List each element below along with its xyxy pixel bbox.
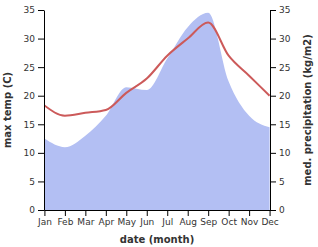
tick-label: 25 (24, 63, 35, 73)
tick: Aug (179, 210, 197, 227)
tick-label: Aug (179, 217, 197, 227)
tick: 35 (24, 5, 44, 15)
y2-axis: 0 5 10 15 20 25 30 35 (270, 5, 291, 215)
tick: 10 (270, 148, 291, 158)
tick: 15 (24, 120, 44, 130)
tick-mark (38, 67, 44, 68)
tick-mark (270, 181, 276, 182)
tick-mark (270, 67, 276, 68)
tick: 5 (270, 177, 285, 187)
temp-line (44, 23, 269, 116)
tick-mark (147, 210, 148, 216)
tick-mark (126, 210, 127, 216)
tick-label: Jun (139, 217, 154, 227)
tick: 5 (29, 177, 44, 187)
tick-label: 5 (279, 177, 285, 187)
tick: 0 (29, 205, 44, 215)
tick-label: Nov (241, 217, 259, 227)
tick: 30 (24, 34, 44, 44)
tick: Jul (161, 210, 173, 227)
tick-mark (229, 210, 230, 216)
tick-label: Mar (77, 217, 94, 227)
tick-label: 25 (279, 63, 290, 73)
tick-mark (38, 210, 44, 211)
plot-area (44, 13, 269, 210)
tick: Jan (37, 210, 52, 227)
x-axis: Jan Feb Mar AprMayJun Jul AugSep Oct NovDec (37, 210, 279, 227)
tick-label: 30 (24, 34, 36, 44)
tick-mark (85, 210, 86, 216)
tick-label: 35 (24, 5, 35, 15)
tick: Apr (99, 210, 115, 227)
tick: Jun (139, 210, 154, 227)
tick-label: 20 (24, 91, 36, 101)
tick: Dec (261, 210, 278, 227)
tick: 20 (24, 91, 44, 101)
tick: 0 (270, 205, 285, 215)
tick-mark (208, 210, 209, 216)
tick-mark (38, 124, 44, 125)
tick-mark (270, 96, 276, 97)
tick-label: Jan (37, 217, 52, 227)
tick-label: Feb (57, 217, 73, 227)
tick-label: 10 (279, 148, 291, 158)
tick-mark (270, 10, 276, 11)
tick-label: 35 (279, 5, 290, 15)
tick-label: 5 (29, 177, 35, 187)
tick: 10 (24, 148, 44, 158)
tick-label: 0 (29, 205, 35, 215)
tick: Nov (241, 210, 259, 227)
tick-label: Dec (261, 217, 278, 227)
tick: Sep (200, 210, 217, 227)
tick: 20 (270, 91, 291, 101)
tick-mark (38, 96, 44, 97)
tick-label: 10 (24, 148, 36, 158)
y-axis: 0 5 10 15 20 25 30 35 (24, 5, 45, 215)
tick: Mar (77, 210, 94, 227)
tick-mark (106, 210, 107, 216)
axis-line (270, 11, 271, 211)
tick-label: Apr (99, 217, 115, 227)
tick-mark (270, 124, 276, 125)
tick: 35 (270, 5, 290, 15)
tick-label: 20 (279, 91, 291, 101)
axis-line (44, 11, 45, 211)
axis-line (45, 210, 271, 211)
tick-mark (270, 153, 276, 154)
tick-mark (249, 210, 250, 216)
tick: May (117, 210, 136, 227)
tick-label: 15 (24, 120, 35, 130)
tick-mark (270, 39, 276, 40)
y2-axis-title: med. precipitation (kg/m2) (302, 34, 313, 186)
tick-label: Jul (161, 217, 173, 227)
y-axis-title: max temp (C) (2, 72, 13, 148)
tick-mark (65, 210, 66, 216)
tick: Oct (221, 210, 237, 227)
tick: 15 (270, 120, 290, 130)
tick-label: Oct (221, 217, 237, 227)
x-axis-title: date (month) (120, 234, 194, 245)
tick-mark (38, 10, 44, 11)
tick: 30 (270, 34, 291, 44)
tick: Feb (57, 210, 73, 227)
tick-mark (44, 210, 45, 216)
tick-mark (38, 153, 44, 154)
tick-mark (188, 210, 189, 216)
tick-label: May (117, 217, 136, 227)
tick-label: Sep (200, 217, 217, 227)
chart: JanFebMarAprMayJunJulAugSepOctNovDec0510… (0, 0, 318, 247)
tick-label: 30 (279, 34, 291, 44)
tick: 25 (24, 63, 44, 73)
tick-label: 15 (279, 120, 290, 130)
tick-mark (38, 181, 44, 182)
tick-mark (38, 39, 44, 40)
tick-mark (270, 210, 276, 211)
tick: 25 (270, 63, 290, 73)
tick-mark (167, 210, 168, 216)
precip-area (44, 13, 269, 210)
tick-label: 0 (279, 205, 285, 215)
